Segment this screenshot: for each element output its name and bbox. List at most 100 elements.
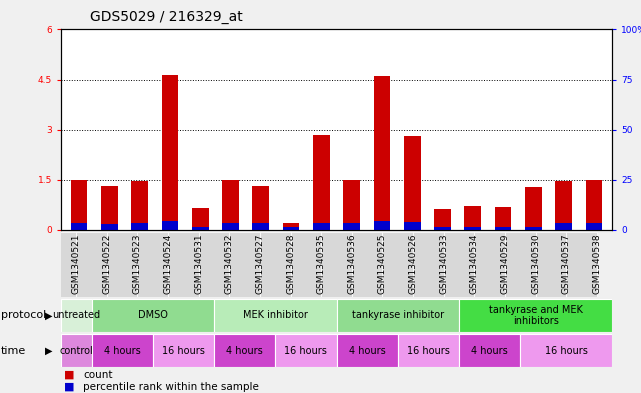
Text: DMSO: DMSO [138,310,168,320]
Bar [434,226,451,230]
Bar [107,232,137,297]
Text: GSM1340532: GSM1340532 [225,233,234,294]
Bar [313,135,329,230]
Text: 4 hours: 4 hours [226,346,263,356]
Bar [76,232,107,297]
Text: 16 hours: 16 hours [545,346,588,356]
Text: GSM1340536: GSM1340536 [347,233,356,294]
Bar [474,232,505,297]
Bar [253,222,269,230]
Bar [92,299,214,332]
Text: count: count [83,370,113,380]
Text: GSM1340531: GSM1340531 [194,233,203,294]
Text: control: control [60,346,93,356]
Text: GSM1340537: GSM1340537 [562,233,570,294]
Text: GDS5029 / 216329_at: GDS5029 / 216329_at [90,10,242,24]
Bar [586,222,603,230]
Text: GSM1340522: GSM1340522 [103,233,112,294]
Bar [313,222,329,230]
Bar [131,182,148,230]
Bar [525,226,542,230]
Bar [260,232,290,297]
Bar [321,232,352,297]
Bar [199,232,229,297]
Bar [505,232,536,297]
Bar [162,220,178,230]
Bar [352,232,383,297]
Bar [290,232,321,297]
Bar [398,334,459,367]
Bar [383,232,413,297]
Bar [344,222,360,230]
Text: percentile rank within the sample: percentile rank within the sample [83,382,259,392]
Bar [101,186,118,230]
Bar [153,334,214,367]
Text: GSM1340523: GSM1340523 [133,233,142,294]
Bar [536,232,566,297]
Bar [465,206,481,230]
Bar [192,208,208,230]
Bar [586,180,603,230]
Bar [71,222,87,230]
Text: 4 hours: 4 hours [104,346,140,356]
Bar [71,180,87,230]
Text: 16 hours: 16 hours [285,346,328,356]
Bar [137,232,168,297]
Text: GSM1340525: GSM1340525 [378,233,387,294]
Bar [61,299,92,332]
Text: tankyrase and MEK
inhibitors: tankyrase and MEK inhibitors [488,305,583,326]
Bar [465,226,481,230]
Text: GSM1340524: GSM1340524 [163,233,172,294]
Bar [168,232,199,297]
Bar [444,232,474,297]
Bar [162,75,178,230]
Text: GSM1340526: GSM1340526 [408,233,417,294]
Text: GSM1340527: GSM1340527 [256,233,265,294]
Bar [101,224,118,230]
Bar [495,207,512,230]
Text: GSM1340521: GSM1340521 [72,233,81,294]
Bar [214,299,337,332]
Bar [131,223,148,230]
Bar [344,180,360,230]
Text: 4 hours: 4 hours [349,346,385,356]
Bar [459,334,520,367]
Bar [61,334,92,367]
Text: GSM1340534: GSM1340534 [470,233,479,294]
Bar [275,334,337,367]
Text: GSM1340538: GSM1340538 [592,233,601,294]
Bar [566,232,597,297]
Text: 16 hours: 16 hours [162,346,205,356]
Bar [192,227,208,230]
Bar [283,226,299,230]
Text: 16 hours: 16 hours [407,346,450,356]
Text: ■: ■ [64,370,74,380]
Text: ▶: ▶ [45,310,53,320]
Text: GSM1340535: GSM1340535 [317,233,326,294]
Text: GSM1340530: GSM1340530 [531,233,540,294]
Text: GSM1340528: GSM1340528 [286,233,295,294]
Text: tankyrase inhibitor: tankyrase inhibitor [352,310,444,320]
Bar [253,186,269,230]
Bar [404,136,420,230]
Bar [337,299,459,332]
Bar [374,220,390,230]
Text: ▶: ▶ [45,346,53,356]
Bar [413,232,444,297]
Bar [434,209,451,230]
Bar [555,222,572,230]
Bar [495,226,512,230]
Bar [222,180,239,230]
Bar [222,222,239,230]
Bar [525,187,542,230]
Bar [520,334,612,367]
Text: GSM1340533: GSM1340533 [439,233,448,294]
Bar [555,182,572,230]
Text: 4 hours: 4 hours [471,346,508,356]
Text: ■: ■ [64,382,74,392]
Text: protocol: protocol [1,310,46,320]
Text: GSM1340529: GSM1340529 [501,233,510,294]
Bar [283,222,299,230]
Bar [404,222,420,230]
Bar [214,334,275,367]
